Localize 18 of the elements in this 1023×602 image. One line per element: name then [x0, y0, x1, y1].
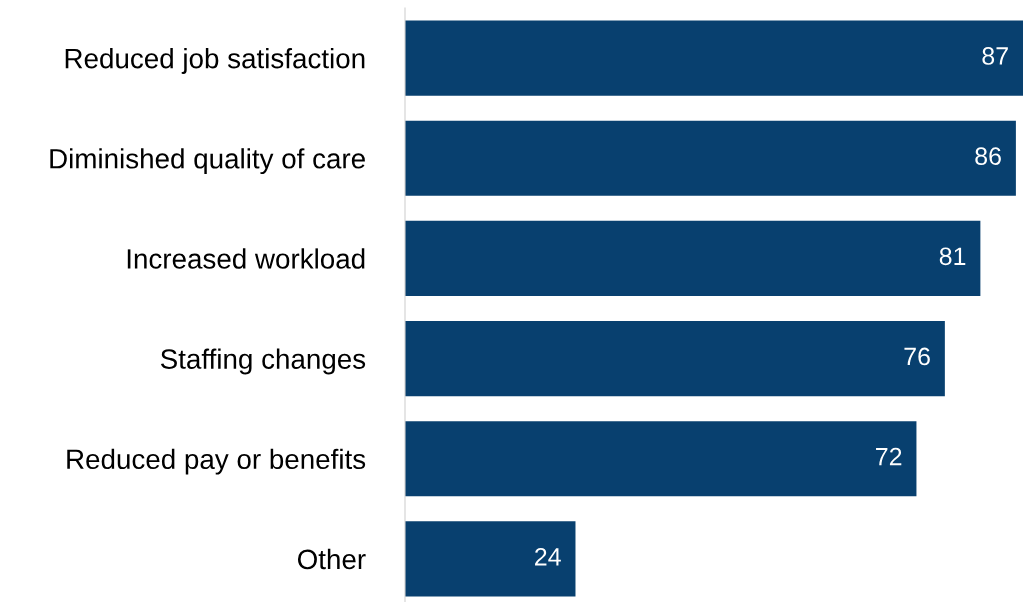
data-label: 81: [939, 247, 966, 266]
bar: [405, 421, 917, 497]
data-label: 72: [876, 447, 902, 466]
y-tick-label: Other: [297, 548, 366, 570]
bar: [405, 521, 576, 597]
data-label: 76: [904, 347, 930, 366]
y-tick-label: Reduced job satisfaction: [65, 48, 365, 74]
bar: [405, 321, 945, 397]
bar: [405, 220, 981, 296]
data-label: 86: [975, 147, 1001, 165]
bar: [405, 20, 1023, 96]
data-label: 87: [982, 47, 1008, 65]
data-label: 24: [535, 547, 561, 566]
y-tick-label: Staffing changes: [160, 348, 366, 375]
y-tick-label: Increased workload: [127, 248, 365, 269]
bar: [405, 120, 1016, 196]
y-tick-label: Diminished quality of care: [50, 148, 365, 175]
y-tick-label: Reduced pay or benefits: [67, 448, 366, 475]
